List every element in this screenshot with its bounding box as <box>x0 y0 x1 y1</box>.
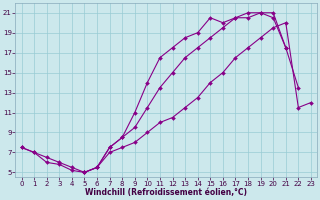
X-axis label: Windchill (Refroidissement éolien,°C): Windchill (Refroidissement éolien,°C) <box>85 188 247 197</box>
